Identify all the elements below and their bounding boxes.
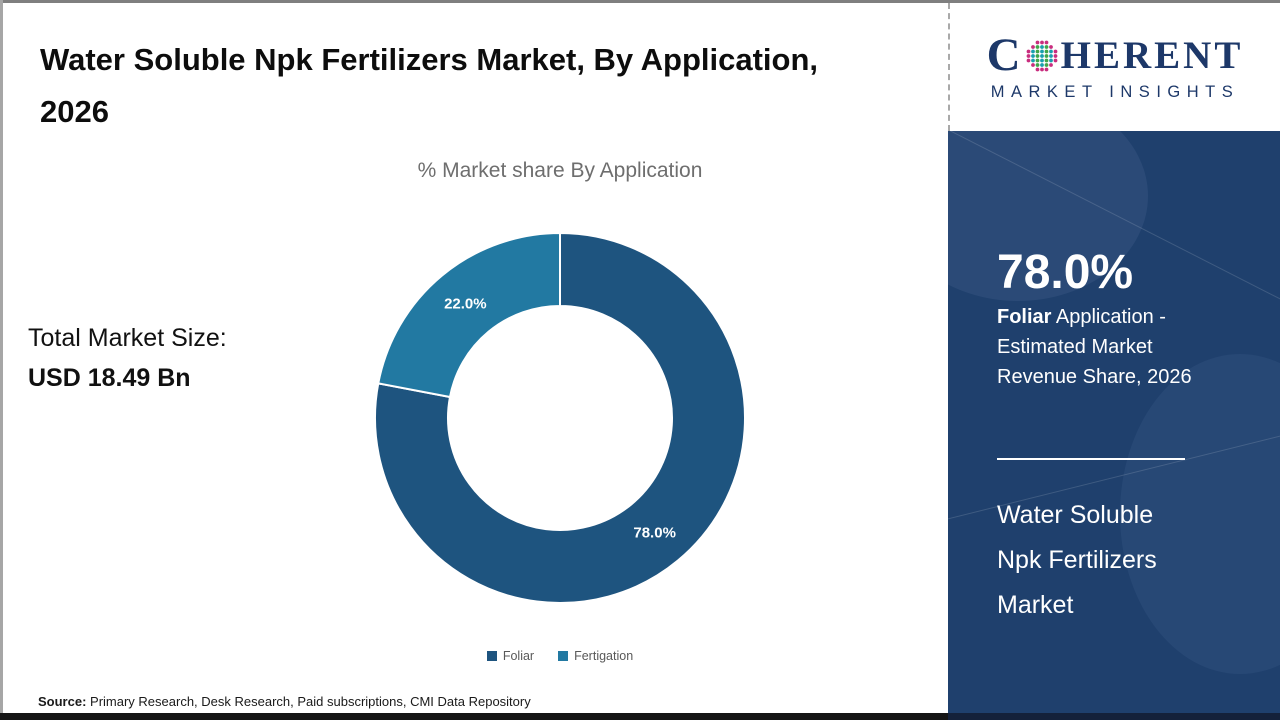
globe-dot [1030, 44, 1035, 49]
bottom-border-left [0, 713, 948, 720]
donut-chart: 78.0% 22.0% [360, 218, 760, 618]
brand-logo: C HERENT MARKET INSIGHTS [948, 3, 1280, 131]
globe-dot [1035, 49, 1040, 53]
globe-dot [1026, 49, 1031, 53]
source-text: Primary Research, Desk Research, Paid su… [86, 694, 531, 709]
donut-chart-svg: 78.0% 22.0% [374, 232, 746, 604]
globe-dot [1039, 58, 1044, 62]
globe-dot [1030, 49, 1035, 53]
sidebar-stat-segment: Foliar [997, 306, 1052, 328]
globe-dot [1030, 53, 1035, 58]
globe-dot [1035, 62, 1040, 67]
legend-label: Fertigation [574, 649, 634, 663]
brand-letters-rest: HERENT [1060, 34, 1244, 77]
slice-label-fertigation: 22.0% [444, 296, 487, 313]
globe-dot [1035, 40, 1040, 44]
globe-dot [1039, 53, 1044, 58]
legend-item-fertigation: Fertigation [558, 649, 633, 663]
fertigation-swatch-icon [558, 651, 569, 661]
globe-dot [1044, 67, 1049, 71]
globe-dot [1035, 67, 1040, 71]
globe-dot [1026, 58, 1031, 62]
sidebar-stat-value: 78.0% [997, 246, 1134, 299]
slice-fertigation [377, 232, 561, 399]
page-title: Water Soluble Npk Fertilizers Market, By… [40, 42, 819, 129]
globe-dot [1039, 40, 1044, 44]
globe-dot [1053, 49, 1058, 53]
source-label: Source: [38, 694, 87, 709]
globe-dot [1048, 53, 1053, 58]
total-market-size-label: Total Market Size: [28, 324, 227, 352]
globe-dot [1039, 44, 1044, 49]
globe-dot [1030, 62, 1035, 67]
globe-dot [1035, 44, 1040, 49]
legend-item-foliar: Foliar [486, 649, 535, 663]
globe-dot [1035, 58, 1040, 62]
sidebar-market-name: Water Soluble Npk Fertilizers Market [997, 501, 1157, 619]
brand-letter-c: C [986, 29, 1022, 81]
brand-tagline: MARKET INSIGHTS [990, 83, 1240, 101]
globe-dot [1053, 58, 1058, 62]
globe-dot [1026, 53, 1031, 58]
globe-dot [1044, 58, 1049, 62]
coherent-globe-icon [1026, 40, 1058, 71]
globe-dot [1048, 44, 1053, 49]
globe-dot [1039, 67, 1044, 71]
sidebar-stat-description: Foliar Application - Estimated Market Re… [997, 302, 1215, 392]
globe-dot [1044, 44, 1049, 49]
chart-title: % Market share By Application [417, 159, 703, 182]
globe-dot [1048, 58, 1053, 62]
chart-legend: Foliar Fertigation [310, 649, 810, 663]
foliar-swatch-icon [486, 651, 497, 661]
sidebar-stat-description-rest: Application - Estimated Market Revenue S… [997, 306, 1192, 388]
globe-dot [1048, 49, 1053, 53]
globe-dot [1044, 62, 1049, 67]
globe-dot [1044, 49, 1049, 53]
globe-dot [1030, 58, 1035, 62]
sidebar-divider [997, 458, 1185, 460]
left-border [0, 0, 3, 713]
top-border [0, 0, 1280, 3]
legend-label: Foliar [502, 649, 535, 663]
globe-dot [1039, 62, 1044, 67]
brand-wordmark: C HERENT [987, 32, 1244, 79]
globe-dot [1044, 40, 1049, 44]
globe-dot [1053, 53, 1058, 58]
slice-label-foliar: 78.0% [633, 524, 676, 541]
source-note: Source: Primary Research, Desk Research,… [38, 694, 531, 709]
globe-dot [1048, 62, 1053, 67]
globe-dot [1044, 53, 1049, 58]
globe-dot [1039, 49, 1044, 53]
globe-dot [1035, 53, 1040, 58]
total-market-size-value: USD 18.49 Bn [28, 364, 191, 392]
slice-foliar [374, 232, 746, 604]
highlight-sidebar: 78.0% Foliar Application - Estimated Mar… [948, 131, 1280, 714]
